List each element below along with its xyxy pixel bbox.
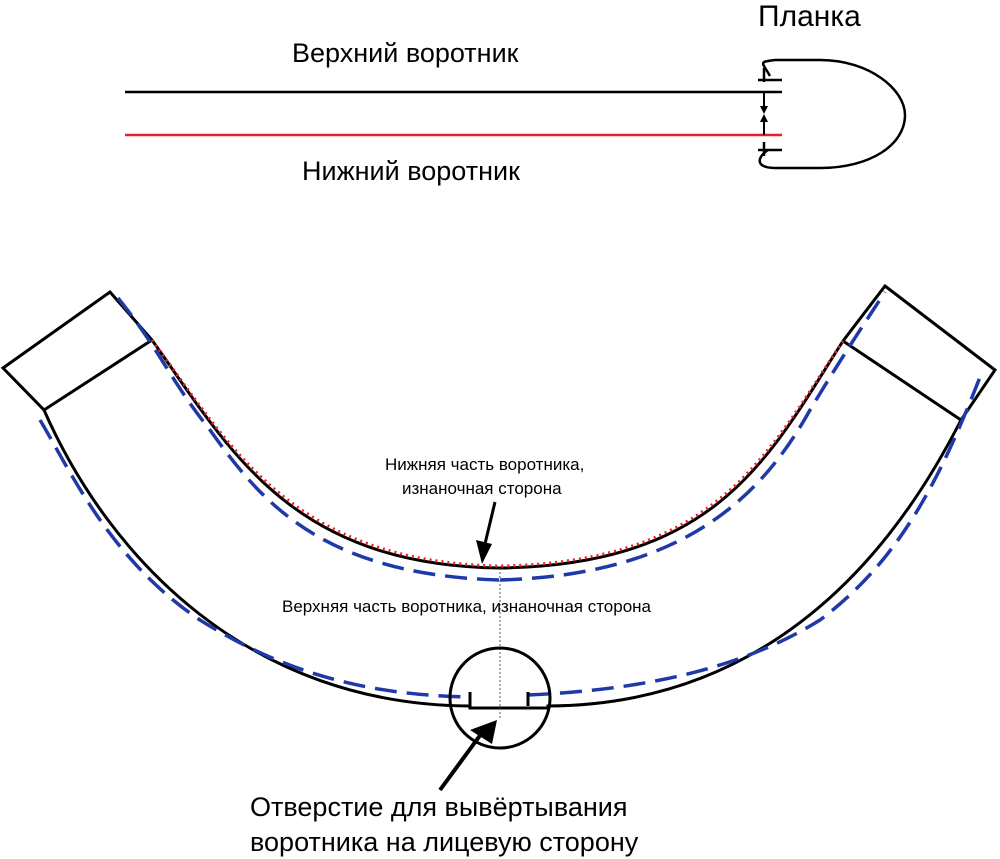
opening-arrow-head	[470, 720, 497, 744]
planka-loop	[758, 58, 907, 170]
planka-arrow-down-head	[760, 106, 768, 114]
lower-part-dotted-edge	[150, 339, 845, 568]
lower-part-label-2: изнаночная сторона	[402, 479, 562, 498]
upper-part-label: Верхняя часть воротника, изнаночная стор…	[282, 597, 652, 616]
planka-arrow-up-head	[760, 114, 768, 122]
upper-collar-label: Верхний воротник	[292, 38, 519, 68]
opening-label-2: воротника на лицевую сторону	[250, 827, 639, 857]
stitch-line-right	[499, 291, 984, 697]
lower-part-arrow	[482, 501, 497, 549]
lower-collar-label: Нижний воротник	[302, 156, 520, 186]
opening-label-1: Отверстие для вывёртывания	[250, 792, 628, 822]
stitch-line-left	[38, 296, 501, 699]
opening-circle	[448, 646, 552, 750]
opening-arrow	[438, 728, 486, 792]
left-stand-line	[43, 338, 153, 412]
lower-part-arrow-head	[476, 540, 492, 564]
planka-stitch-upper	[758, 68, 782, 82]
right-stand-line	[842, 339, 962, 422]
planka-label: Планка	[758, 0, 861, 33]
lower-part-label-1: Нижняя часть воротника,	[385, 455, 584, 474]
planka-stitch-lower	[758, 142, 782, 156]
